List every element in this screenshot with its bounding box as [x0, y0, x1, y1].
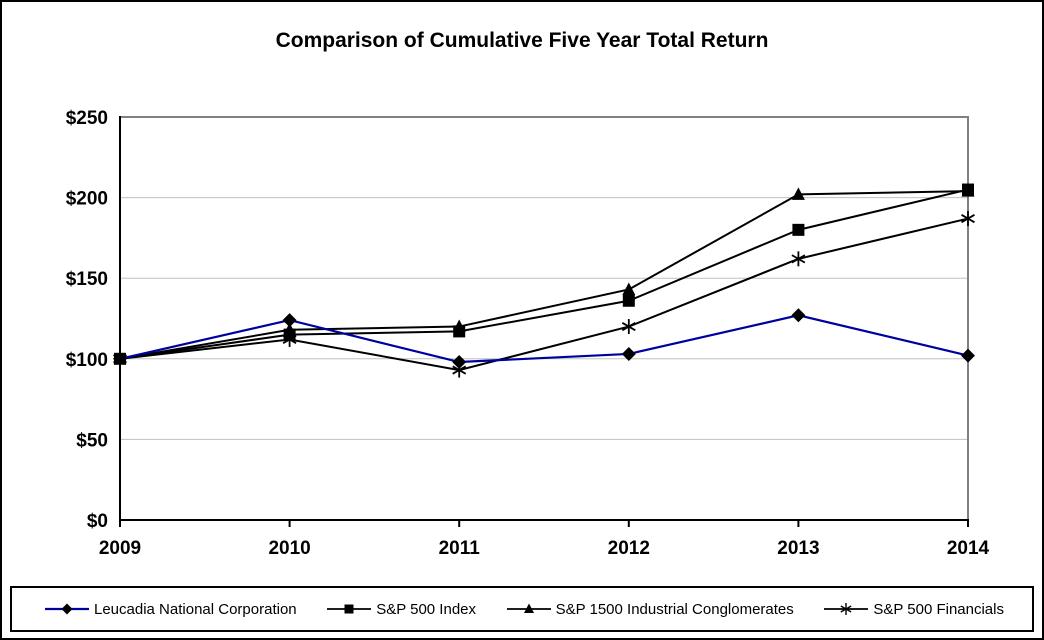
- legend-label: Leucadia National Corporation: [94, 600, 297, 618]
- chart-legend: Leucadia National Corporation S&P 500 Ind…: [10, 586, 1034, 632]
- star-marker-icon: [824, 603, 869, 615]
- legend-item-3: S&P 500 Financials: [823, 601, 1004, 618]
- legend-label: S&P 1500 Industrial Conglomerates: [555, 600, 794, 618]
- legend-label: S&P 500 Index: [376, 600, 477, 618]
- legend-item-2: S&P 1500 Industrial Conglomerates: [506, 601, 794, 618]
- y-tick-label: $250: [66, 108, 108, 129]
- legend-item-1: S&P 500 Index: [326, 601, 476, 618]
- diamond-marker-icon: [45, 603, 89, 615]
- x-tick-label: 2012: [608, 538, 650, 559]
- legend-item-0: Leucadia National Corporation: [44, 601, 297, 618]
- y-tick-label: $150: [66, 269, 108, 290]
- y-tick-label: $50: [76, 430, 108, 451]
- legend-label: S&P 500 Financials: [873, 600, 1004, 618]
- chart-title: Comparison of Cumulative Five Year Total…: [275, 29, 769, 52]
- x-tick-label: 2009: [99, 538, 141, 559]
- x-tick-label: 2013: [777, 538, 819, 559]
- triangle-marker-icon: [506, 603, 551, 613]
- y-tick-label: $200: [66, 189, 108, 210]
- x-tick-label: 2010: [268, 538, 310, 559]
- series-line-2: [119, 190, 969, 360]
- line-chart-plot-area: $0 $50 $100 $150 $200 $250 2009 2010 2011 2012 201…: [66, 108, 990, 559]
- x-tick-label: 2011: [439, 538, 481, 559]
- y-tick-label: $100: [66, 350, 108, 371]
- series-markers-1: [114, 183, 974, 365]
- series-markers-3: [113, 211, 975, 378]
- series-line-1: [119, 188, 969, 360]
- square-marker-icon: [327, 604, 372, 614]
- series-line-3: [119, 217, 969, 372]
- x-tick-label: 2014: [947, 538, 990, 559]
- series-line-0: [119, 314, 969, 364]
- y-tick-label: $0: [87, 511, 108, 532]
